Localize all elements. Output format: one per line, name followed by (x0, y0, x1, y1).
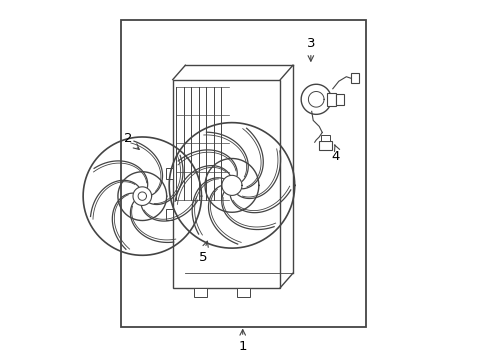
Bar (121, 21, 366, 327)
Bar (165, 210, 173, 220)
Text: 1: 1 (238, 340, 246, 353)
Text: 3: 3 (306, 37, 314, 50)
Bar (350, 73, 358, 83)
Bar (318, 141, 331, 150)
Bar (237, 288, 249, 297)
Bar (165, 168, 173, 179)
Text: 5: 5 (199, 251, 207, 264)
Text: 4: 4 (331, 150, 340, 163)
Bar (335, 94, 344, 105)
Bar (194, 288, 206, 297)
Bar (326, 93, 335, 106)
Bar (320, 135, 329, 141)
Text: 2: 2 (123, 132, 132, 145)
Bar (172, 80, 280, 288)
